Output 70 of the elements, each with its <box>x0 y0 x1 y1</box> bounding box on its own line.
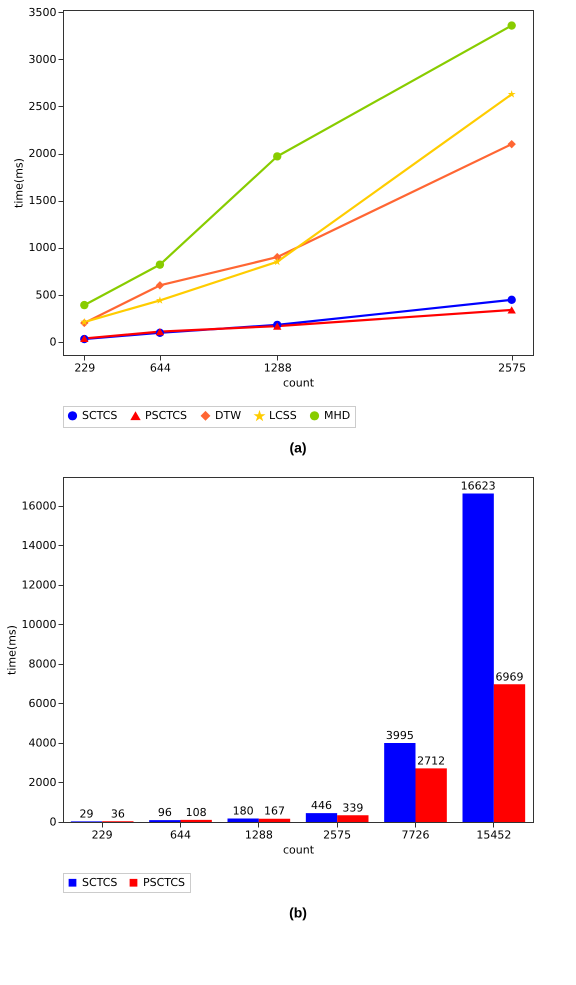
y-tick-label: 4000 <box>28 736 56 750</box>
point <box>508 296 516 304</box>
y-tick-label: 8000 <box>28 657 56 670</box>
y-tick-label: 10000 <box>22 618 56 631</box>
legend-label: SCTCS <box>82 408 118 422</box>
legend-label: SCTCS <box>82 876 118 889</box>
x-tick-label: 15452 <box>476 828 512 842</box>
y-tick-label: 1500 <box>28 194 56 208</box>
x-tick-label: 2575 <box>498 362 526 374</box>
point <box>508 90 516 98</box>
data-label: 6969 <box>496 670 524 684</box>
bar <box>337 815 368 822</box>
bar <box>384 743 416 822</box>
point <box>156 260 164 269</box>
y-tick-label: 6000 <box>28 696 56 710</box>
x-tick-label: 1288 <box>264 362 292 374</box>
point <box>273 258 282 266</box>
data-label: 339 <box>342 801 364 814</box>
data-label: 96 <box>158 806 172 820</box>
y-tick-label: 1000 <box>28 241 56 254</box>
x-tick-label: 644 <box>150 362 171 374</box>
data-label: 3995 <box>386 729 414 742</box>
legend-label: PSCTCS <box>145 409 188 422</box>
y-tick-label: 2000 <box>28 776 56 789</box>
point <box>508 140 516 148</box>
data-label: 29 <box>80 807 94 820</box>
x-axis-title: count <box>282 376 315 390</box>
bar <box>494 684 526 822</box>
point <box>80 300 88 310</box>
data-label: 36 <box>110 807 125 820</box>
point <box>273 152 282 161</box>
x-tick-label: 229 <box>92 828 113 842</box>
x-tick-label: 1288 <box>244 828 273 842</box>
y-axis-title: time(ms) <box>12 158 26 208</box>
legend-label: MHD <box>324 408 350 422</box>
bar <box>228 818 259 822</box>
y-tick-label: 500 <box>36 288 56 302</box>
y-tick-label: 14000 <box>22 538 56 552</box>
legend-label: PSCTCS <box>143 876 186 889</box>
y-axis-title: time(ms) <box>6 625 19 675</box>
bar <box>258 818 290 822</box>
legend-label: LCSS <box>269 409 297 422</box>
bar <box>416 768 447 822</box>
y-tick-label: 12000 <box>22 578 56 592</box>
y-tick-label: 16000 <box>22 499 56 512</box>
point <box>156 281 164 290</box>
data-label: 167 <box>264 804 285 818</box>
point <box>508 21 516 30</box>
data-label: 16623 <box>460 479 496 492</box>
x-axis-title: count <box>282 844 315 856</box>
data-label: 2712 <box>417 754 446 768</box>
x-tick-label: 2575 <box>323 828 352 842</box>
text: (a) <box>289 440 307 456</box>
y-tick-label: 2500 <box>28 100 56 113</box>
x-tick-label: 644 <box>170 828 191 842</box>
data-label: 108 <box>186 806 207 819</box>
data-label: 180 <box>232 804 254 818</box>
y-tick-label: 2000 <box>28 147 56 160</box>
point <box>508 306 516 314</box>
text: (b) <box>289 904 307 920</box>
bar <box>306 813 338 822</box>
data-label: 446 <box>311 799 332 812</box>
bar <box>462 493 494 822</box>
y-tick-label: 0 <box>50 335 56 348</box>
y-tick-label: 3500 <box>28 6 56 19</box>
x-tick-label: 7726 <box>402 828 430 842</box>
y-tick-label: 0 <box>50 816 56 828</box>
x-tick-label: 229 <box>74 362 96 374</box>
y-tick-label: 3000 <box>28 52 56 66</box>
legend-label: DTW <box>215 408 242 422</box>
